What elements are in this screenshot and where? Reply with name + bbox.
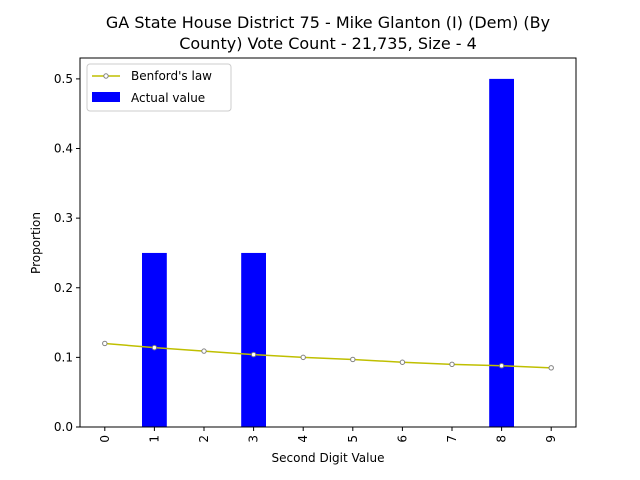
benford-point-9 [548, 365, 554, 371]
x-tick-label: 3 [247, 435, 261, 443]
benford-point-7 [449, 361, 455, 368]
chart-title-line-2: County) Vote Count - 21,735, Size - 4 [179, 34, 477, 53]
benford-line-layer [102, 340, 554, 371]
benford-point-2 [201, 348, 207, 354]
x-tick-label: 0 [98, 435, 112, 443]
y-axis: 0.0 0.1 0.2 0.3 0.4 0.5 [54, 72, 80, 434]
bar-digit-3 [241, 252, 266, 427]
y-tick-label: 0.3 [54, 211, 73, 225]
legend-label-actual: Actual value [131, 91, 205, 105]
benford-point-8 [498, 363, 505, 369]
x-axis: 0 1 2 3 4 5 6 7 8 9 [98, 427, 558, 443]
bar-digit-1 [142, 252, 167, 427]
bar-digit-8 [489, 78, 514, 428]
bars-layer [142, 78, 514, 428]
legend: Benford's law Actual value [86, 63, 232, 112]
y-tick-label: 0.2 [54, 281, 73, 295]
plot-frame [79, 57, 577, 428]
legend-bar-swatch [92, 92, 120, 102]
x-tick-label: 1 [147, 435, 161, 443]
y-tick-label: 0.0 [54, 420, 73, 434]
benford-point-4 [300, 354, 306, 361]
y-tick-label: 0.1 [54, 350, 73, 364]
x-tick-label: 8 [495, 435, 509, 443]
benford-point-6 [399, 359, 406, 365]
x-tick-label: 6 [395, 435, 409, 443]
benford-point-5 [350, 356, 356, 363]
x-tick-label: 9 [544, 435, 558, 443]
legend-label-benford: Benford's law [131, 69, 212, 83]
benford-point-0 [102, 340, 108, 347]
x-tick-label: 7 [445, 435, 459, 443]
chart-title-line-1: GA State House District 75 - Mike Glanto… [106, 13, 550, 32]
x-tick-label: 5 [346, 435, 360, 443]
benford-point-1 [151, 344, 158, 351]
legend-line-marker [103, 73, 109, 79]
y-axis-label: Proportion [29, 212, 43, 274]
x-tick-label: 2 [197, 435, 211, 443]
x-axis-label: Second Digit Value [272, 451, 385, 465]
y-tick-label: 0.5 [54, 72, 73, 86]
legend-frame [86, 63, 232, 112]
x-tick-label: 4 [296, 435, 310, 443]
benford-point-3 [250, 351, 257, 358]
y-tick-label: 0.4 [54, 142, 73, 156]
benford-line [104, 342, 552, 369]
